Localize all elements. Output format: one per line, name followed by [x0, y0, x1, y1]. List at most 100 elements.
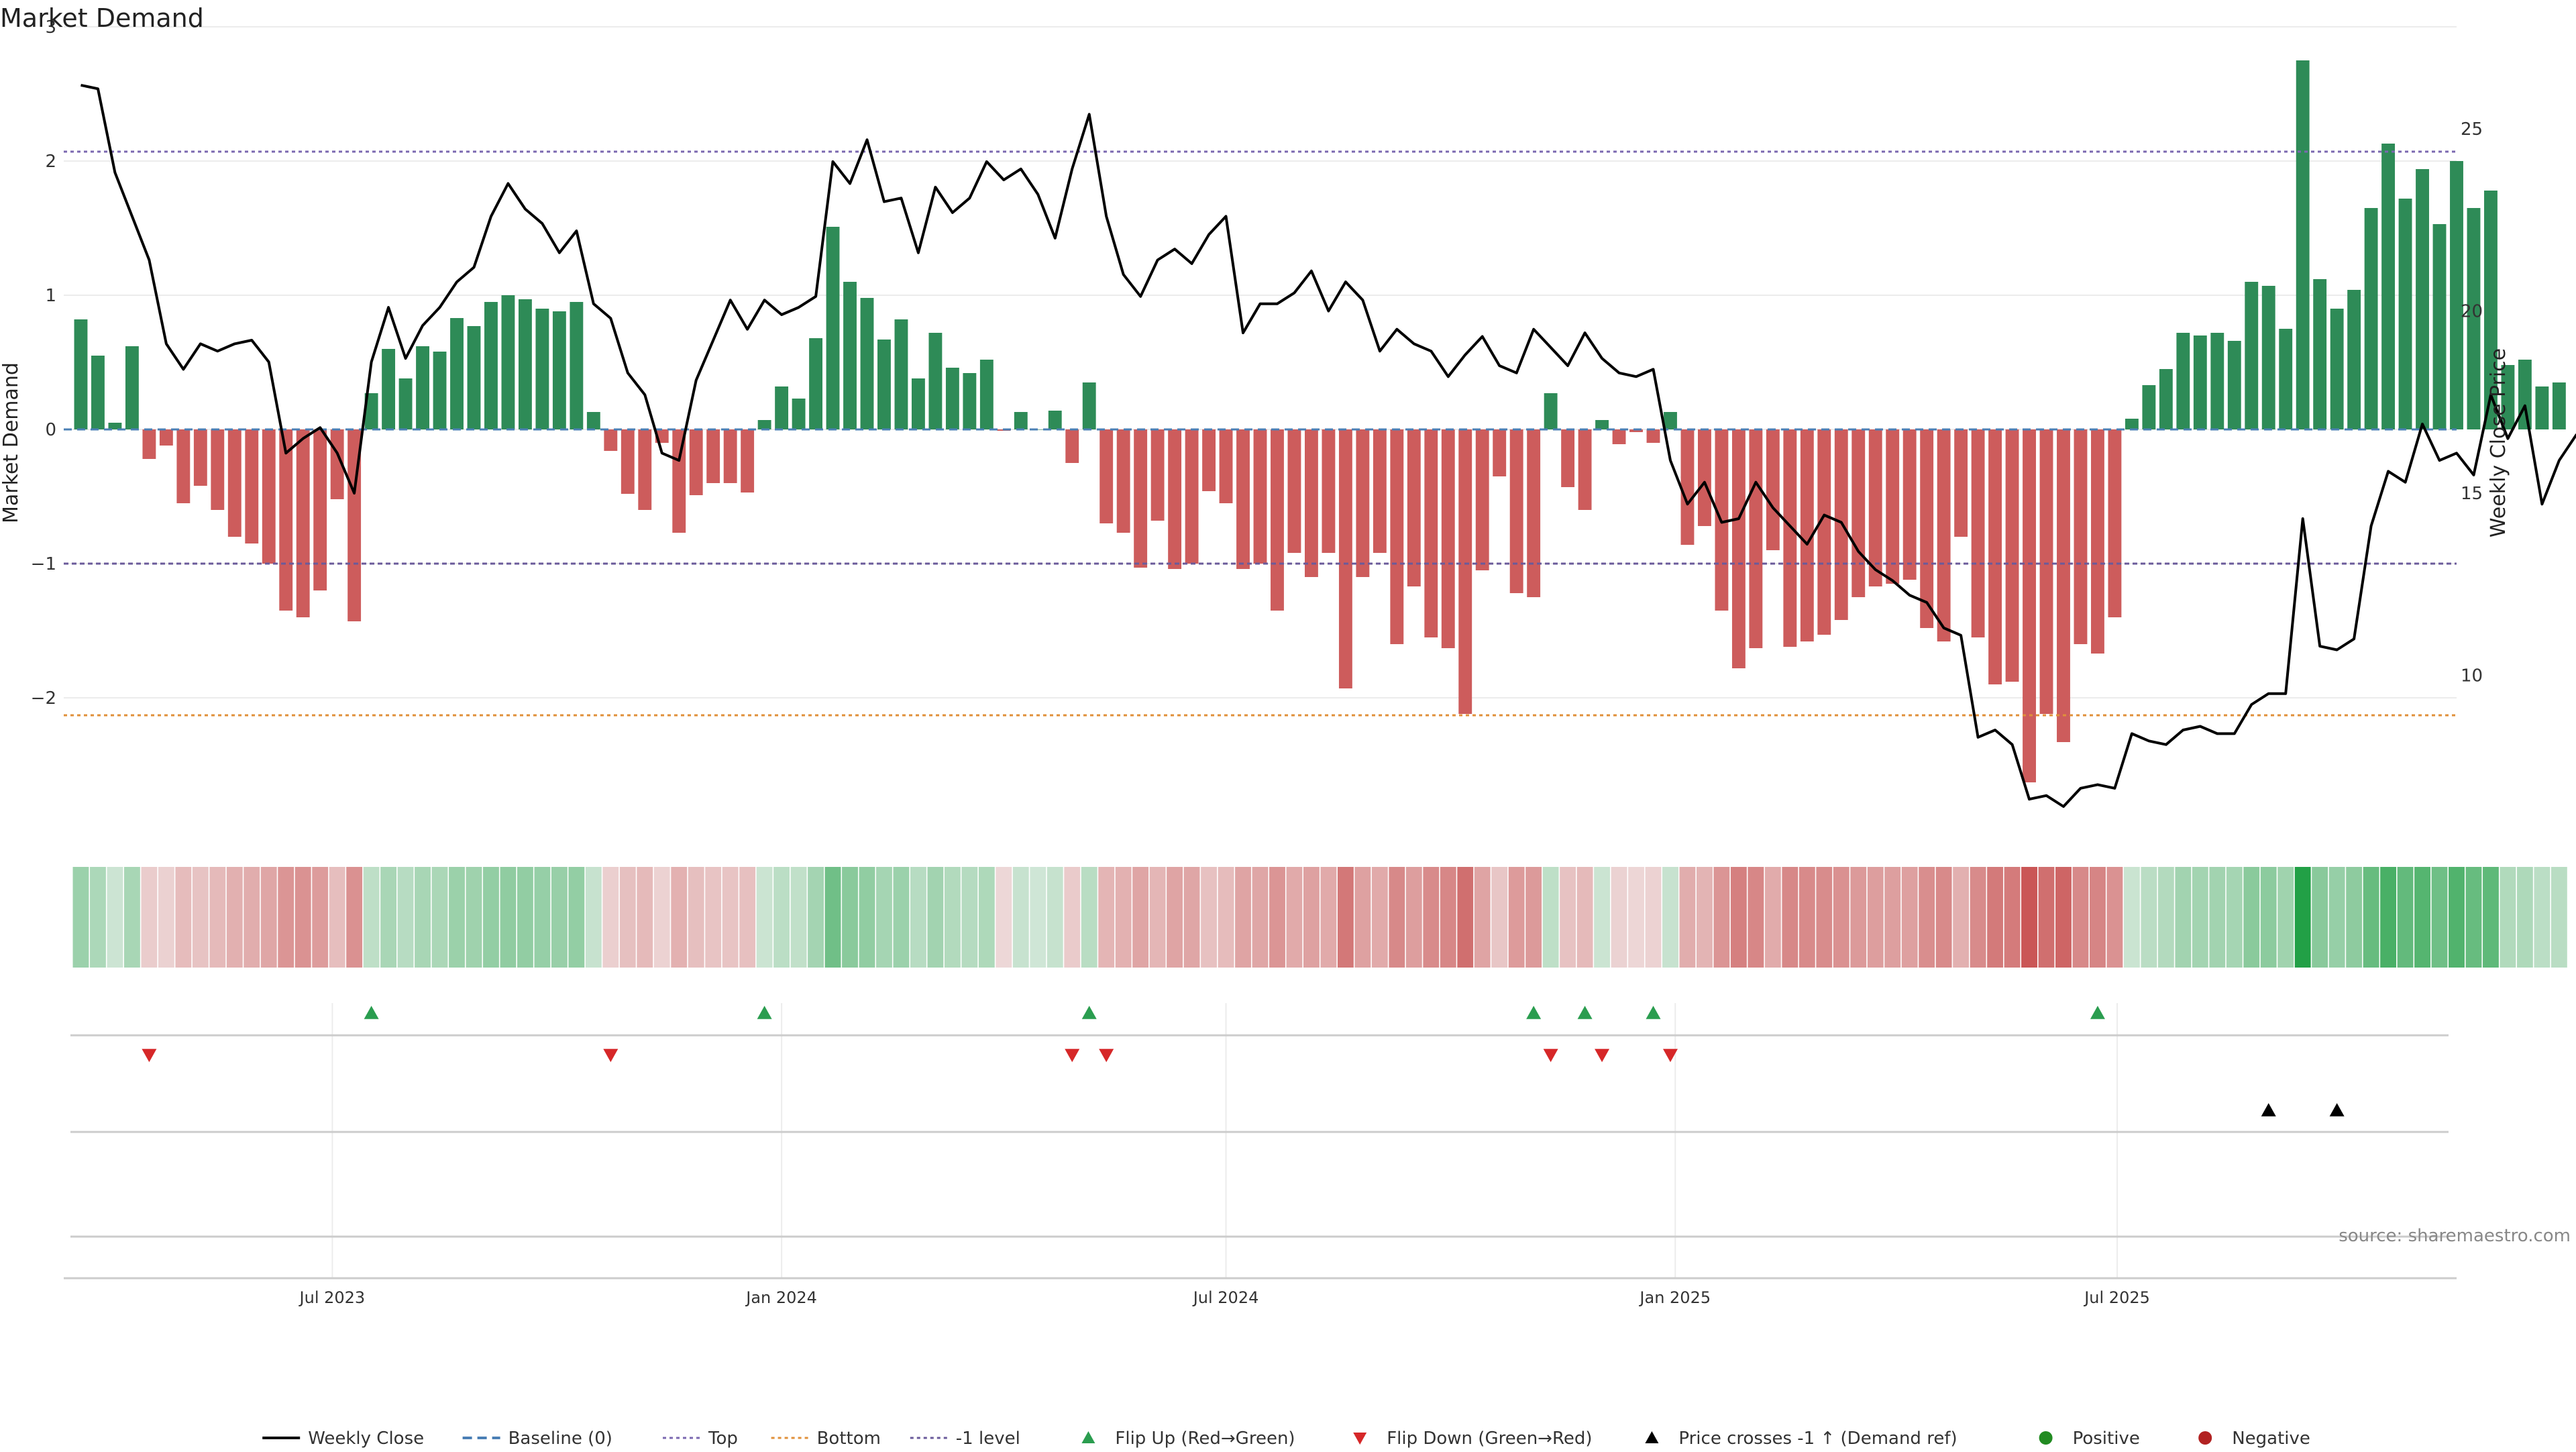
y2-axis-label: Weekly Close Price [2487, 348, 2510, 537]
heat-cell [654, 867, 670, 968]
demand-bar [2433, 224, 2447, 429]
heat-cell [1098, 867, 1114, 968]
heat-cell [2039, 867, 2055, 968]
y-axis-label: Market Demand [0, 362, 23, 523]
heat-cell [1320, 867, 1336, 968]
heat-cell [705, 867, 721, 968]
demand-bar [2330, 309, 2344, 429]
demand-bar [2125, 419, 2139, 429]
demand-bar [2262, 286, 2275, 429]
demand-bar [1476, 429, 1489, 570]
demand-bar [91, 356, 105, 429]
demand-bar [160, 429, 173, 446]
demand-bar [1972, 429, 1985, 637]
legend-label: Bottom [817, 1429, 881, 1449]
heat-cell [244, 867, 260, 968]
heat-cell [1389, 867, 1405, 968]
heat-cell [1560, 867, 1576, 968]
signal-markers [142, 1006, 2344, 1117]
heat-cell [1850, 867, 1866, 968]
demand-bar [2006, 429, 2019, 682]
heat-cell [2021, 867, 2037, 968]
demand-bar [211, 429, 224, 510]
legend-swatch [1645, 1431, 1658, 1443]
demand-bar [1168, 429, 1181, 569]
heat-cell [2175, 867, 2191, 968]
heat-cell [1902, 867, 1918, 968]
heat-cell [1150, 867, 1166, 968]
demand-bar [587, 412, 600, 429]
heat-cell [2312, 867, 2328, 968]
flip-up-marker [2090, 1006, 2105, 1019]
demand-bar [877, 340, 891, 429]
demand-bar [2159, 369, 2173, 429]
y2-tick-label: 20 [2461, 302, 2483, 322]
heat-cell [1509, 867, 1525, 968]
demand-bar [912, 378, 925, 429]
legend-label: Flip Up (Red→Green) [1115, 1429, 1295, 1449]
demand-bar [2210, 333, 2224, 429]
heat-cell [1936, 867, 1952, 968]
demand-bar [928, 333, 942, 429]
demand-bar [2245, 282, 2258, 429]
heat-cell [312, 867, 328, 968]
demand-bar [2194, 335, 2207, 429]
heat-cell [261, 867, 277, 968]
heat-cell [278, 867, 294, 968]
demand-bar [570, 302, 583, 429]
demand-bar [1424, 429, 1438, 637]
demand-bar [2279, 329, 2292, 429]
x-tick-label: Jan 2025 [1638, 1288, 1711, 1307]
demand-bar [1544, 393, 1558, 429]
demand-bar [468, 326, 481, 429]
demand-bar [2091, 429, 2104, 654]
demand-bar [1014, 412, 1028, 429]
demand-bar [1647, 429, 1660, 443]
legend-label: Flip Down (Green→Red) [1387, 1429, 1592, 1449]
demand-bar [775, 386, 788, 429]
heat-cell [842, 867, 858, 968]
heat-cell [945, 867, 961, 968]
demand-bar [2347, 290, 2361, 429]
heat-cell [2277, 867, 2294, 968]
demand-bar [1595, 420, 1609, 429]
heat-cell [637, 867, 653, 968]
demand-bar [792, 399, 806, 429]
demand-bar [535, 309, 549, 429]
demand-bar [1442, 429, 1455, 648]
demand-bar [2535, 386, 2548, 429]
heat-cell [141, 867, 157, 968]
heat-cell [1354, 867, 1371, 968]
heat-cell [2380, 867, 2396, 968]
y2-tick-label: 15 [2461, 484, 2483, 504]
demand-bar [2023, 429, 2036, 782]
demand-bar [638, 429, 651, 510]
flip-up-marker [1646, 1006, 1661, 1019]
heat-cell [1491, 867, 1507, 968]
heat-cell [1919, 867, 1935, 968]
heat-cell [2483, 867, 2499, 968]
demand-bar [1817, 429, 1831, 635]
heat-cell [1833, 867, 1849, 968]
y2-tick-label: 10 [2461, 666, 2483, 686]
heat-cell [2517, 867, 2533, 968]
demand-bar [2553, 382, 2566, 429]
legend-swatch [1353, 1433, 1366, 1445]
heat-cell [1269, 867, 1285, 968]
heat-cell [1782, 867, 1798, 968]
heat-cell [1611, 867, 1627, 968]
heat-cell [1132, 867, 1148, 968]
heat-cell [671, 867, 687, 968]
heat-cell [1406, 867, 1422, 968]
heat-cell [209, 867, 225, 968]
heat-cell [175, 867, 191, 968]
heat-cell [2363, 867, 2379, 968]
demand-bar [809, 338, 822, 429]
demand-bar [1664, 412, 1677, 429]
demand-bar [1117, 429, 1130, 533]
heat-cell [1218, 867, 1234, 968]
demand-bar [2381, 144, 2395, 429]
